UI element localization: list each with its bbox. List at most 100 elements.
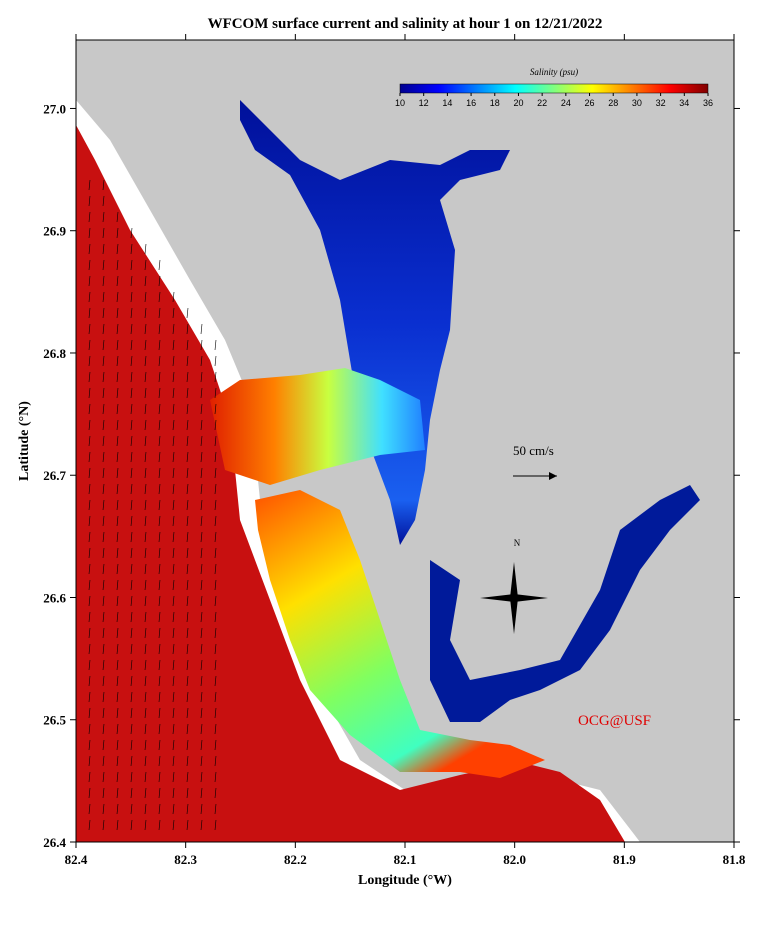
x-tick-label: 81.9 — [613, 852, 636, 867]
current-vector — [144, 275, 147, 287]
current-vector — [200, 547, 203, 559]
colorbar-title: Salinity (psu) — [530, 67, 578, 77]
current-vector — [186, 787, 189, 799]
y-tick-label: 26.9 — [43, 224, 66, 239]
current-vector — [214, 595, 217, 607]
current-vector — [200, 611, 203, 623]
current-vector — [158, 723, 161, 735]
current-vector — [214, 627, 217, 639]
current-vector — [172, 819, 175, 831]
current-vector — [144, 675, 147, 687]
current-vector — [102, 787, 105, 799]
colorbar-tick-label: 20 — [513, 98, 523, 108]
current-vector — [214, 675, 217, 687]
current-vector — [130, 515, 133, 527]
current-vector — [200, 387, 203, 399]
current-vector — [88, 371, 91, 383]
current-vector — [116, 723, 119, 735]
current-vector — [186, 323, 189, 335]
current-vector — [116, 211, 119, 223]
current-vector — [116, 515, 119, 527]
current-vector — [102, 211, 105, 223]
current-vector — [158, 579, 161, 591]
current-vector — [88, 323, 91, 335]
current-vector — [200, 819, 203, 831]
current-vector — [116, 659, 119, 671]
current-vector — [144, 627, 147, 639]
current-vector — [144, 819, 147, 831]
current-vector — [102, 819, 105, 831]
current-vector — [214, 515, 217, 527]
y-tick-label: 27.0 — [43, 101, 66, 116]
current-vector — [116, 323, 119, 335]
current-vector — [172, 659, 175, 671]
current-vector — [172, 435, 175, 447]
current-vector — [214, 739, 217, 751]
colorbar-tick-label: 30 — [632, 98, 642, 108]
current-vector — [186, 547, 189, 559]
current-vector — [172, 467, 175, 479]
current-vector — [144, 611, 147, 623]
current-vector — [116, 707, 119, 719]
current-vector — [102, 371, 105, 383]
current-vector — [214, 419, 217, 431]
current-vector — [186, 771, 189, 783]
current-vector — [158, 499, 161, 511]
current-vector — [200, 579, 203, 591]
current-vector — [214, 547, 217, 559]
current-vector — [116, 755, 119, 767]
current-vector — [158, 403, 161, 415]
current-vector — [158, 291, 161, 303]
current-vector — [116, 307, 119, 319]
current-vector — [130, 739, 133, 751]
current-vector — [88, 515, 91, 527]
current-vector — [214, 803, 217, 815]
current-vector — [116, 291, 119, 303]
current-vector — [116, 611, 119, 623]
current-vector — [186, 419, 189, 431]
current-vector — [130, 643, 133, 655]
current-vector — [116, 531, 119, 543]
current-vector — [200, 707, 203, 719]
current-vector — [102, 627, 105, 639]
current-vector — [88, 803, 91, 815]
current-vector — [102, 291, 105, 303]
current-vector — [102, 419, 105, 431]
current-vector — [88, 531, 91, 543]
current-vector — [116, 339, 119, 351]
current-vector — [200, 435, 203, 447]
current-vector — [144, 515, 147, 527]
current-vector — [214, 355, 217, 367]
current-vector — [116, 483, 119, 495]
current-vector — [172, 787, 175, 799]
current-vector — [88, 179, 91, 191]
current-vector — [102, 499, 105, 511]
current-vector — [116, 643, 119, 655]
current-vector — [130, 771, 133, 783]
current-vector — [200, 531, 203, 543]
current-vector — [130, 787, 133, 799]
current-vector — [102, 675, 105, 687]
current-vector — [200, 483, 203, 495]
current-vector — [144, 547, 147, 559]
x-tick-label: 82.2 — [284, 852, 307, 867]
current-vector — [200, 499, 203, 511]
current-vector — [116, 243, 119, 255]
gulf-water — [76, 125, 625, 842]
current-vector — [158, 451, 161, 463]
current-vector — [102, 803, 105, 815]
current-vector — [186, 707, 189, 719]
current-vector — [116, 787, 119, 799]
current-vector — [102, 739, 105, 751]
current-vector — [130, 387, 133, 399]
current-vector — [88, 259, 91, 271]
credit: OCG@USF — [578, 713, 651, 729]
current-vector — [130, 467, 133, 479]
y-tick-label: 26.5 — [43, 713, 66, 728]
current-vector — [88, 435, 91, 447]
current-vector — [116, 419, 119, 431]
current-vector — [172, 563, 175, 575]
y-tick-label: 26.8 — [43, 346, 66, 361]
current-vector — [158, 547, 161, 559]
current-vector — [186, 643, 189, 655]
